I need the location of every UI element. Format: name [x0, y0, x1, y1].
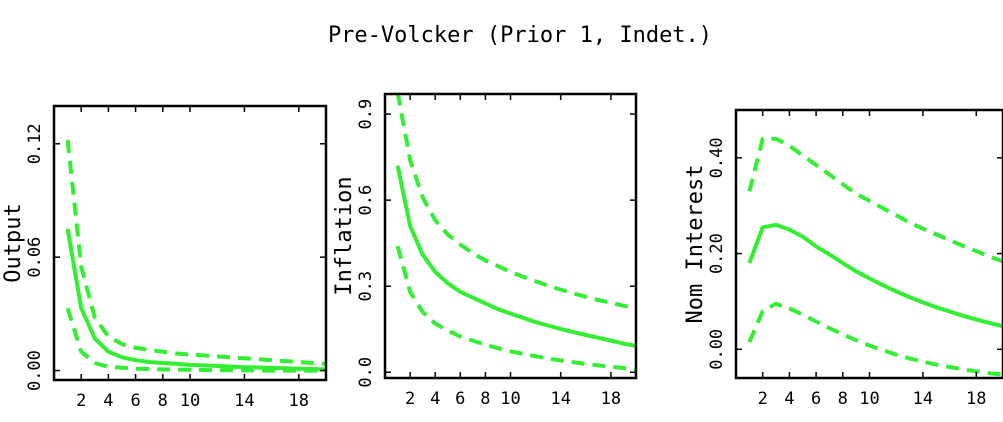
x-tick-label: 6 — [130, 391, 140, 411]
series-group — [65, 139, 326, 373]
median-line-2 — [395, 165, 636, 348]
x-tick-label: 2 — [76, 391, 86, 411]
x-tick-label: 4 — [784, 389, 794, 409]
x-tick-label: 8 — [158, 391, 168, 411]
x-tick-label: 2 — [405, 389, 415, 409]
y-tick-label: 0.40 — [707, 137, 727, 178]
band-line-3 — [395, 245, 636, 372]
median-line-2 — [747, 222, 1003, 329]
y-tick-label: 0.3 — [356, 271, 376, 302]
band-line-1 — [747, 136, 1003, 264]
y-axis-title: Inflation — [332, 176, 357, 295]
x-tick-label: 18 — [601, 389, 621, 409]
y-axis-title: Output — [1, 203, 26, 282]
panel-2: 2 4 6 8 10 14 18 0.0 0.3 0.6 0.9 Inflation — [332, 92, 638, 409]
y-tick-label: 0.06 — [25, 237, 45, 278]
band-line-3 — [747, 301, 1003, 377]
series-group — [395, 94, 636, 372]
y-tick-label: 0.9 — [356, 99, 376, 130]
x-tick-label: 10 — [500, 389, 520, 409]
x-tick-label: 18 — [289, 391, 309, 411]
x-tick-label: 8 — [838, 389, 848, 409]
series-group — [747, 136, 1003, 377]
x-tick-label: 10 — [859, 389, 879, 409]
y-tick-label: 0.12 — [25, 123, 45, 164]
y-tick-label: 0.00 — [25, 350, 45, 391]
y-tick-label: 0.0 — [356, 357, 376, 388]
y-tick-label: 0.6 — [356, 185, 376, 216]
median-line-2 — [65, 228, 326, 372]
y-tick-label: 0.00 — [707, 329, 727, 370]
x-tick-label: 14 — [913, 389, 933, 409]
x-tick-label: 6 — [811, 389, 821, 409]
figure-title: Pre-Volcker (Prior 1, Indet.) — [328, 23, 712, 48]
x-tick-label: 14 — [234, 391, 254, 411]
x-tick-label: 2 — [758, 389, 768, 409]
panel-1: 2 4 6 8 10 14 18 0.00 0.06 0.12 Output — [1, 104, 328, 411]
x-tick-label: 4 — [103, 391, 113, 411]
band-line-1 — [395, 94, 636, 311]
x-tick-label: 10 — [180, 391, 200, 411]
x-tick-label: 6 — [455, 389, 465, 409]
y-tick-label: 0.20 — [707, 233, 727, 274]
x-tick-label: 4 — [430, 389, 440, 409]
y-axis-title: Nom Interest — [683, 165, 708, 324]
band-line-1 — [65, 139, 326, 366]
x-tick-label: 14 — [550, 389, 570, 409]
x-tick-label: 18 — [966, 389, 986, 409]
plot-frame — [383, 92, 638, 380]
x-tick-label: 8 — [480, 389, 490, 409]
